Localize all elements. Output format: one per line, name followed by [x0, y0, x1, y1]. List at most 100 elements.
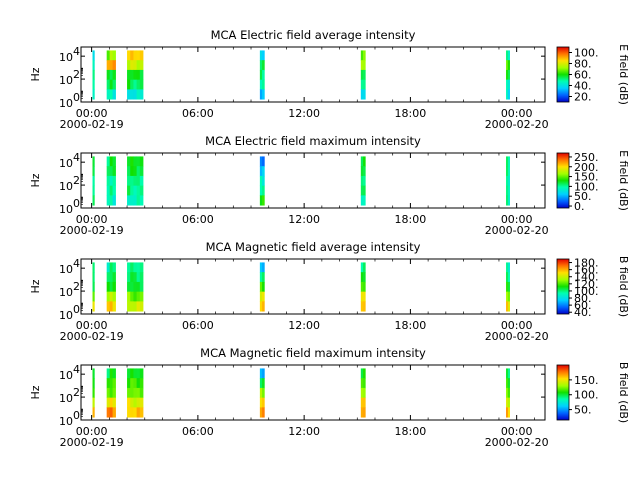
heatmap-cell	[360, 156, 364, 167]
y-axis-label: Hz	[29, 173, 42, 187]
colorbar-label: B field (dB)	[617, 362, 630, 423]
heatmap-cell	[93, 281, 95, 293]
y-tick-exponent: 4	[73, 363, 80, 376]
chart-title: MCA Electric field maximum intensity	[205, 134, 421, 148]
heatmap-cell	[133, 407, 138, 418]
heatmap-cell	[127, 272, 131, 283]
heatmap-cell	[106, 291, 111, 302]
colorbar-tick-label: 150.	[574, 374, 599, 387]
heatmap-cell	[139, 262, 144, 273]
heatmap-cell	[130, 175, 134, 187]
heatmap-cell	[127, 79, 131, 90]
heatmap-cell	[363, 291, 366, 302]
heatmap-cell	[360, 272, 364, 283]
heatmap-cell	[133, 262, 138, 273]
heatmap-cell	[136, 262, 141, 273]
x-tick-label: 00:00	[501, 319, 533, 332]
heatmap-cells	[92, 262, 510, 312]
heatmap-cell	[106, 272, 111, 283]
heatmap-cell	[112, 397, 116, 408]
heatmap-cell	[133, 387, 138, 399]
heatmap-cell	[507, 262, 510, 273]
heatmap-cell	[360, 291, 364, 302]
heatmap-cell	[363, 195, 366, 206]
heatmap-cell	[360, 166, 364, 177]
heatmap-cell	[106, 195, 111, 206]
heatmap-cell	[112, 291, 116, 302]
heatmap-cell	[127, 407, 131, 418]
y-tick-label: 10	[59, 392, 73, 405]
heatmap-cell	[133, 291, 138, 302]
heatmap-cell	[259, 156, 263, 167]
heatmap-cell	[106, 262, 111, 273]
heatmap-cell	[360, 50, 364, 61]
heatmap-cell	[130, 368, 134, 379]
heatmap-cell	[133, 281, 138, 293]
heatmap-cell	[139, 50, 144, 61]
y-tick-exponent: 0	[73, 197, 80, 210]
colorbar-tick-label: 60.	[574, 299, 592, 312]
heatmap-cell	[360, 407, 364, 418]
heatmap-cell	[506, 281, 509, 293]
heatmap-cell	[360, 281, 364, 293]
heatmap-cell	[363, 79, 366, 90]
heatmap-cell	[109, 281, 113, 293]
heatmap-cell	[259, 397, 263, 408]
heatmap-cell	[112, 79, 116, 90]
heatmap-cell	[93, 195, 95, 206]
heatmap-cell	[360, 185, 364, 196]
y-tick-label: 10	[59, 369, 73, 382]
colorbar-tick-label: 100.	[574, 180, 599, 193]
colorbar	[556, 46, 570, 103]
heatmap-cell	[360, 378, 364, 389]
heatmap-cell	[93, 407, 95, 418]
heatmap-cell	[507, 272, 510, 283]
heatmap-cell	[127, 60, 131, 71]
heatmap-cell	[262, 156, 265, 167]
heatmap-cell	[259, 195, 263, 206]
plot-frame	[80, 152, 546, 209]
heatmap-cell	[507, 69, 510, 81]
heatmap-cell	[109, 272, 113, 283]
x-date-label: 2000-02-19	[60, 436, 124, 449]
y-tick-exponent: 2	[73, 280, 80, 293]
heatmap-cell	[93, 89, 95, 100]
heatmap-cell	[93, 262, 95, 273]
heatmap-cell	[506, 60, 509, 71]
heatmap-cell	[139, 175, 144, 187]
y-tick-exponent: 0	[73, 303, 80, 316]
heatmap-cell	[92, 387, 94, 399]
heatmap-cell	[262, 378, 265, 389]
heatmap-cell	[139, 291, 144, 302]
x-tick-label: 06:00	[182, 107, 214, 120]
heatmap-cell	[363, 89, 366, 100]
heatmap-cell	[112, 89, 116, 100]
heatmap-cell	[93, 50, 95, 61]
heatmap-cell	[112, 175, 116, 187]
heatmap-cell	[133, 185, 138, 196]
heatmap-cell	[136, 195, 141, 206]
heatmap-cell	[360, 69, 364, 81]
heatmap-cell	[259, 407, 263, 418]
heatmap-cell	[363, 175, 366, 187]
x-date-label: 2000-02-20	[485, 118, 549, 131]
heatmap-cell	[360, 387, 364, 399]
heatmap-cell	[259, 69, 263, 81]
x-tick-label: 06:00	[182, 319, 214, 332]
x-tick-label: 00:00	[501, 107, 533, 120]
heatmap-cell	[92, 291, 94, 302]
heatmap-cell	[262, 301, 265, 312]
x-tick-label: 12:00	[288, 425, 320, 438]
heatmap-cell	[92, 69, 94, 81]
heatmap-cell	[262, 407, 265, 418]
heatmap-cell	[133, 50, 138, 61]
heatmap-cell	[139, 301, 144, 312]
heatmap-cell	[506, 185, 509, 196]
heatmap-cell	[507, 368, 510, 379]
heatmap-cell	[506, 89, 509, 100]
heatmap-cell	[93, 301, 95, 312]
heatmap-cell	[92, 281, 94, 293]
heatmap-cell	[136, 272, 141, 283]
heatmap-cell	[93, 175, 95, 187]
